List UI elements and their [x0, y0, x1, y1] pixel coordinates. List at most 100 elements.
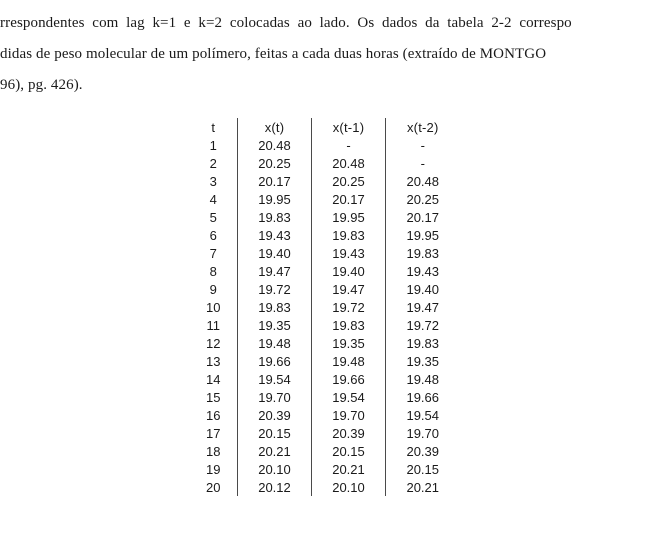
cell-xt: 19.83 [238, 298, 312, 316]
table-row: 1419.5419.6619.48 [190, 370, 460, 388]
cell-xt: 19.47 [238, 262, 312, 280]
cell-t: 7 [190, 244, 238, 262]
table-row: 919.7219.4719.40 [190, 280, 460, 298]
table-row: 1219.4819.3519.83 [190, 334, 460, 352]
table-row: 1319.6619.4819.35 [190, 352, 460, 370]
cell-xt: 20.21 [238, 442, 312, 460]
cell-xt: 19.43 [238, 226, 312, 244]
table-row: 1920.1020.2120.15 [190, 460, 460, 478]
cell-t: 14 [190, 370, 238, 388]
cell-xt: 20.12 [238, 478, 312, 496]
cell-xt1: 19.40 [312, 262, 386, 280]
table-row: 1119.3519.8319.72 [190, 316, 460, 334]
cell-xt1: 20.25 [312, 172, 386, 190]
col-header-xt2: x(t-2) [386, 118, 460, 136]
cell-xt1: 20.48 [312, 154, 386, 172]
cell-t: 2 [190, 154, 238, 172]
cell-xt1: 19.47 [312, 280, 386, 298]
cell-xt1: 19.95 [312, 208, 386, 226]
cell-xt2: 20.39 [386, 442, 460, 460]
cell-xt2: 19.40 [386, 280, 460, 298]
cell-xt2: 20.48 [386, 172, 460, 190]
table-row: 819.4719.4019.43 [190, 262, 460, 280]
cell-xt: 20.10 [238, 460, 312, 478]
cell-xt2: 20.17 [386, 208, 460, 226]
cell-xt1: 19.66 [312, 370, 386, 388]
para-line-2: didas de peso molecular de um polímero, … [0, 39, 645, 70]
cell-t: 20 [190, 478, 238, 496]
cell-xt: 19.83 [238, 208, 312, 226]
cell-xt: 19.72 [238, 280, 312, 298]
lag-table-wrap: t x(t) x(t-1) x(t-2) 120.48--220.2520.48… [0, 118, 649, 496]
cell-xt2: 19.70 [386, 424, 460, 442]
cell-xt2: - [386, 136, 460, 154]
cell-xt1: 19.70 [312, 406, 386, 424]
cell-t: 16 [190, 406, 238, 424]
cell-xt2: 19.66 [386, 388, 460, 406]
cell-xt: 19.35 [238, 316, 312, 334]
table-header-row: t x(t) x(t-1) x(t-2) [190, 118, 460, 136]
table-row: 320.1720.2520.48 [190, 172, 460, 190]
cell-xt2: 19.95 [386, 226, 460, 244]
cell-t: 3 [190, 172, 238, 190]
cell-xt1: 20.10 [312, 478, 386, 496]
cell-xt2: 19.48 [386, 370, 460, 388]
cell-t: 12 [190, 334, 238, 352]
cell-t: 4 [190, 190, 238, 208]
table-row: 1720.1520.3919.70 [190, 424, 460, 442]
cell-xt2: 19.54 [386, 406, 460, 424]
cell-t: 18 [190, 442, 238, 460]
cell-t: 5 [190, 208, 238, 226]
table-row: 419.9520.1720.25 [190, 190, 460, 208]
body-paragraph: rrespondentes com lag k=1 e k=2 colocada… [0, 8, 645, 100]
cell-xt2: - [386, 154, 460, 172]
table-row: 2020.1220.1020.21 [190, 478, 460, 496]
cell-t: 11 [190, 316, 238, 334]
cell-xt2: 20.15 [386, 460, 460, 478]
table-row: 1820.2120.1520.39 [190, 442, 460, 460]
cell-xt2: 20.25 [386, 190, 460, 208]
col-header-t: t [190, 118, 238, 136]
col-header-xt1: x(t-1) [312, 118, 386, 136]
cell-xt: 20.39 [238, 406, 312, 424]
cell-xt1: 19.48 [312, 352, 386, 370]
cell-xt: 19.48 [238, 334, 312, 352]
table-row: 1620.3919.7019.54 [190, 406, 460, 424]
cell-xt1: 19.83 [312, 226, 386, 244]
cell-xt1: 20.39 [312, 424, 386, 442]
cell-xt2: 19.43 [386, 262, 460, 280]
cell-xt1: 19.35 [312, 334, 386, 352]
cell-t: 6 [190, 226, 238, 244]
table-row: 519.8319.9520.17 [190, 208, 460, 226]
cell-xt2: 19.47 [386, 298, 460, 316]
cell-xt2: 19.35 [386, 352, 460, 370]
cell-xt1: 19.72 [312, 298, 386, 316]
cell-xt1: 19.43 [312, 244, 386, 262]
cell-t: 19 [190, 460, 238, 478]
col-header-xt: x(t) [238, 118, 312, 136]
cell-xt2: 19.83 [386, 334, 460, 352]
cell-xt: 20.17 [238, 172, 312, 190]
cell-xt1: 20.21 [312, 460, 386, 478]
cell-xt: 19.54 [238, 370, 312, 388]
lag-table: t x(t) x(t-1) x(t-2) 120.48--220.2520.48… [190, 118, 460, 496]
cell-t: 15 [190, 388, 238, 406]
table-row: 1019.8319.7219.47 [190, 298, 460, 316]
cell-xt: 19.40 [238, 244, 312, 262]
cell-xt2: 19.72 [386, 316, 460, 334]
table-body: 120.48--220.2520.48-320.1720.2520.48419.… [190, 136, 460, 496]
cell-t: 17 [190, 424, 238, 442]
table-row: 1519.7019.5419.66 [190, 388, 460, 406]
cell-t: 8 [190, 262, 238, 280]
cell-xt: 20.48 [238, 136, 312, 154]
cell-xt1: - [312, 136, 386, 154]
cell-xt1: 19.54 [312, 388, 386, 406]
para-line-1: rrespondentes com lag k=1 e k=2 colocada… [0, 8, 645, 39]
cell-t: 9 [190, 280, 238, 298]
table-row: 220.2520.48- [190, 154, 460, 172]
cell-xt: 20.15 [238, 424, 312, 442]
cell-t: 1 [190, 136, 238, 154]
table-row: 719.4019.4319.83 [190, 244, 460, 262]
cell-t: 13 [190, 352, 238, 370]
para-line-3: 96), pg. 426). [0, 70, 645, 101]
